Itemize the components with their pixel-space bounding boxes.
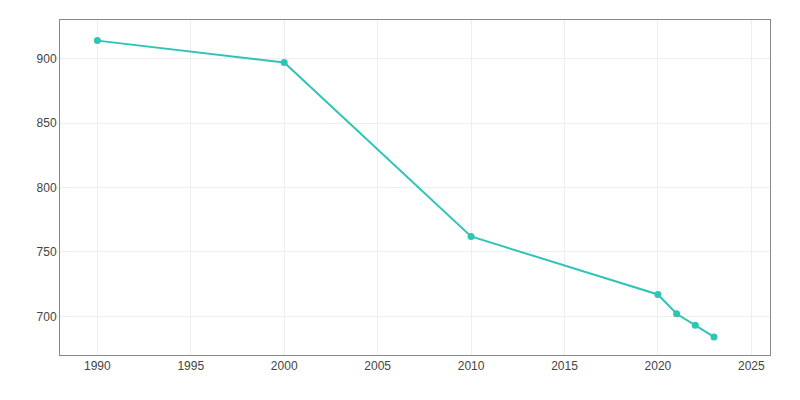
svg-text:750: 750 [37,245,57,259]
svg-text:2000: 2000 [271,359,298,373]
svg-text:1995: 1995 [177,359,204,373]
svg-text:2005: 2005 [364,359,391,373]
svg-text:2025: 2025 [738,359,765,373]
svg-text:2020: 2020 [645,359,672,373]
svg-text:900: 900 [37,52,57,66]
svg-text:2010: 2010 [458,359,485,373]
svg-text:800: 800 [37,181,57,195]
svg-text:850: 850 [37,116,57,130]
svg-text:700: 700 [37,310,57,324]
svg-text:2015: 2015 [551,359,578,373]
svg-text:1990: 1990 [84,359,111,373]
